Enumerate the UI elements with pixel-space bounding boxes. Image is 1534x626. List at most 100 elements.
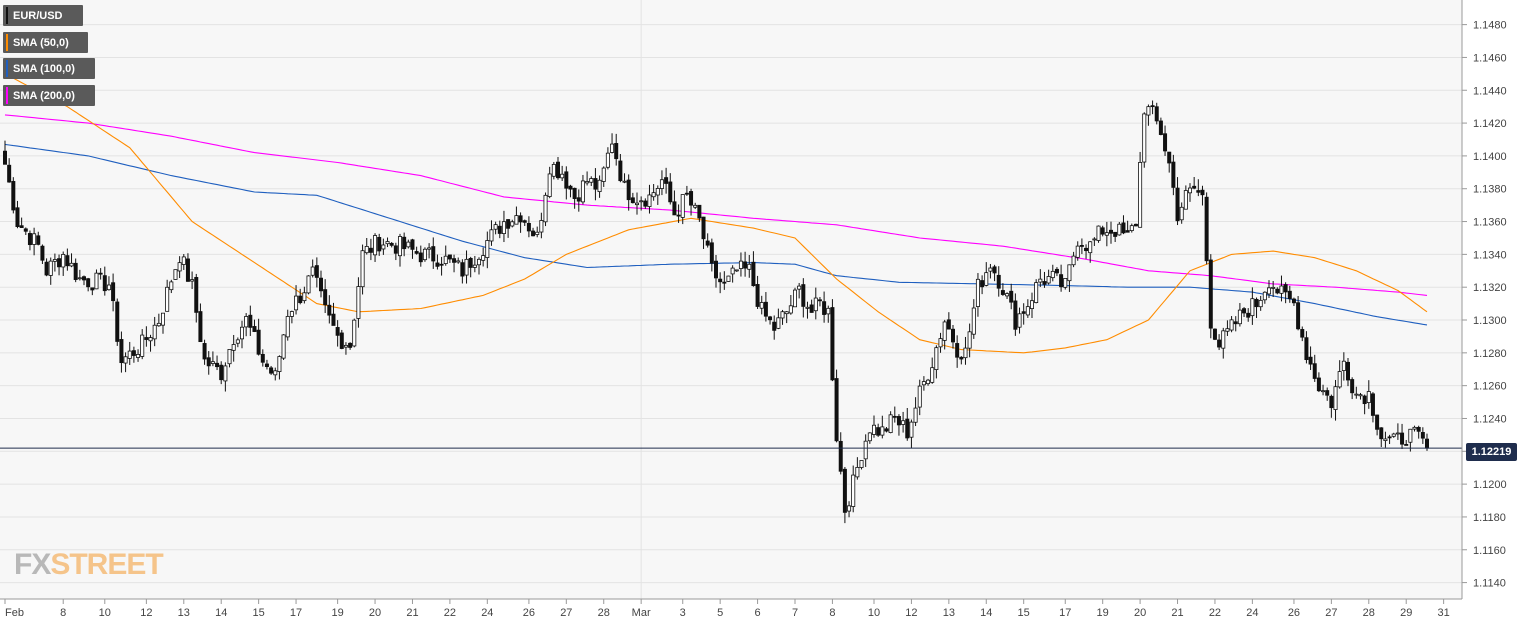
candle-body [788,305,793,314]
candle-body [547,173,552,197]
candle-body [11,181,16,211]
x-tick-label: 20 [1134,607,1146,619]
candle-body [1200,189,1205,196]
legend-eurusd: EUR/USD [3,5,83,26]
x-tick-label: 3 [680,607,686,619]
candle-body [963,347,968,359]
candle-body [867,432,872,442]
x-tick-label: Feb [5,607,24,619]
candle-body [493,224,498,230]
candle-body [975,278,980,307]
candle-body [510,221,515,227]
candle-body [838,440,843,472]
candle-body [1154,106,1159,122]
candle-body [1067,264,1072,282]
candle-body [959,356,964,360]
candle-body [61,253,66,268]
candle-body [281,334,286,359]
y-tick-label: 1.1480 [1473,20,1507,32]
candle-body [90,287,95,291]
y-tick-label: 1.1320 [1473,282,1507,294]
candle-body [439,263,444,266]
candle-body [1133,223,1138,227]
candle-body [626,179,631,201]
candle-body [888,414,893,433]
y-tick-label: 1.1420 [1473,118,1507,130]
candle-body [27,233,32,246]
candle-body [389,242,394,246]
candle-body [614,143,619,160]
candle-body [851,474,856,507]
candle-body [531,230,536,237]
candle-body [605,152,610,168]
candle-body [1017,313,1022,328]
candle-body [514,215,519,225]
candle-body [1237,309,1242,325]
candle-body [1109,229,1114,234]
candle-body [1142,113,1147,163]
candle-body [1283,284,1288,293]
candle-body [1117,223,1122,236]
candle-body [418,252,423,263]
candle-body [655,188,660,196]
candle-body [1150,105,1155,108]
candle-body [776,317,781,329]
candle-body [111,282,116,302]
candle-body [1233,321,1238,325]
candle-body [1308,356,1313,365]
candle-body [1404,444,1409,446]
candle-body [1208,259,1213,329]
candle-body [1054,268,1059,274]
candle-body [1009,290,1014,303]
logo-street: STREET [50,548,163,581]
candle-body [368,247,373,253]
candle-body [65,255,70,267]
candle-body [1291,298,1296,304]
candle-body [231,344,236,351]
candle-body [148,337,153,342]
legend-swatch [6,87,8,104]
candle-body [705,240,710,246]
x-tick-label: 15 [253,607,265,619]
candle-body [996,274,1001,289]
sma-50-line [4,73,1428,354]
candle-body [52,259,57,262]
candle-body [784,311,789,315]
candle-body [381,244,386,250]
candle-body [743,261,748,269]
candle-body [306,275,311,294]
candle-body [152,324,157,340]
candle-body [406,241,411,248]
candle-body [701,216,706,240]
candle-body [535,231,540,235]
candle-body [19,225,24,228]
candle-body [69,262,74,267]
candle-body [348,342,353,348]
candle-body [580,180,585,203]
candle-body [1088,241,1093,254]
candle-body [102,275,107,292]
candle-body [635,202,640,206]
candle-body [1075,245,1080,258]
y-tick-label: 1.1440 [1473,85,1507,97]
candle-body [397,236,402,257]
x-tick-label: 17 [290,607,302,619]
candle-body [239,326,244,340]
candle-body [1375,414,1380,430]
x-tick-label: 26 [523,607,535,619]
candle-body [597,179,602,193]
x-tick-label: 10 [868,607,880,619]
candle-body [1296,302,1301,330]
x-tick-label: 6 [755,607,761,619]
candle-body [82,276,87,281]
candle-body [1395,432,1400,435]
candle-body [1104,232,1109,236]
candle-body [269,367,274,374]
candle-body [277,356,282,372]
candle-body [647,194,652,207]
candle-body [560,173,565,179]
candle-body [926,379,931,385]
candle-body [747,263,752,270]
candle-body [77,277,82,280]
candle-body [526,222,531,232]
